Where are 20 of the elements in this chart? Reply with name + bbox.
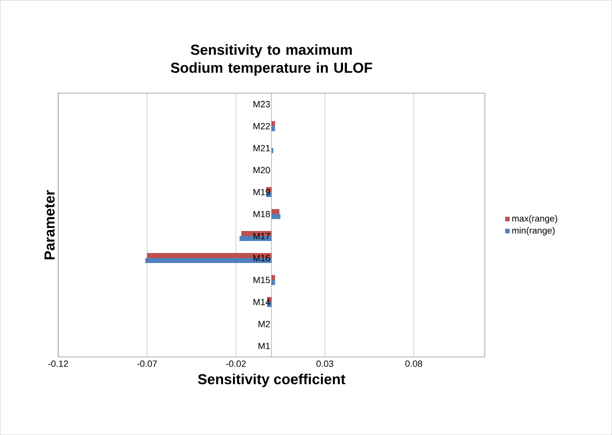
y-tick-label: M23 [254,100,270,108]
legend-label: min(range) [512,226,555,236]
x-tick-label: 0.08 [405,360,422,367]
legend-label: max(range) [512,214,558,224]
x-tick-label: -0.02 [226,360,246,367]
y-tick-label: M20 [254,166,270,174]
x-tick-label: 0.03 [316,360,334,367]
x-tick-label: -0.07 [137,360,157,367]
y-tick-label: M1 [258,342,270,350]
bar [272,214,280,219]
x-axis-title: Sensitivity coefficient [198,374,346,388]
y-tick-label: M21 [254,144,270,152]
y-tick-label: M2 [258,320,270,328]
bar [272,209,280,214]
chart-title: Sensitivity to maximum Sodium temperature in ULOF [170,44,372,76]
y-tick-label: M15 [254,276,270,284]
y-axis-title: Parameter [44,190,55,260]
y-tick-label: M18 [254,210,270,218]
y-tick-label: M22 [254,122,270,130]
x-tick-label: -0.12 [48,360,68,367]
